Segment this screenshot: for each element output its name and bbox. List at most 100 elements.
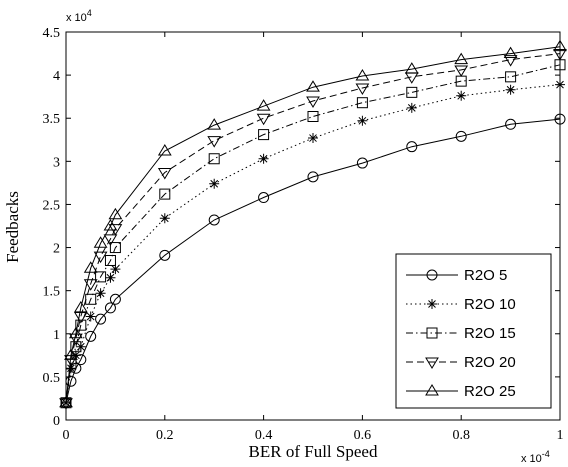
legend-box (395, 253, 552, 409)
data-point (68, 326, 83, 339)
data-point (555, 79, 565, 90)
series-line (65, 53, 561, 403)
data-point (95, 313, 107, 325)
data-point (60, 397, 72, 409)
data-point (308, 133, 318, 144)
data-point (85, 311, 96, 322)
data-point (306, 80, 320, 92)
series-line (65, 64, 561, 403)
data-point (104, 254, 116, 266)
data-point (355, 83, 370, 96)
data-point (307, 171, 319, 183)
y-tick-label: 3.5 (43, 112, 61, 127)
data-point (157, 144, 172, 156)
data-point (73, 300, 88, 313)
y-tick-label: 2 (53, 242, 60, 257)
legend-marker (425, 384, 439, 396)
data-point (258, 153, 269, 164)
data-point (503, 55, 518, 67)
y-tick-label: 0.5 (43, 371, 61, 386)
y-tick-label: 4.5 (43, 26, 61, 41)
x-tick-label: 0.2 (156, 428, 174, 443)
series-line (65, 46, 561, 403)
data-point (208, 214, 220, 226)
series-1 (60, 113, 566, 409)
legend-label: R2O 20 (464, 354, 516, 371)
axis-ticks: 0 0.2 0.4 0.6 0.8 1 0 0.5 1 1.5 2 2.5 3 3.5 4 4.5 (43, 26, 564, 443)
data-point (356, 157, 368, 169)
data-point (406, 102, 417, 113)
data-point (208, 153, 220, 165)
data-point (258, 129, 270, 141)
y-axis-label: Feedbacks (3, 191, 22, 263)
data-point (65, 363, 76, 374)
data-point (357, 115, 368, 126)
legend-entry: R2O 20 (406, 354, 516, 371)
y-tick-label: 1.5 (43, 285, 61, 300)
data-point (505, 71, 517, 83)
data-point (159, 249, 171, 261)
data-point (95, 271, 107, 283)
series-line (65, 118, 561, 403)
legend-entry: R2O 5 (406, 267, 507, 284)
x-tick-label: 0 (63, 428, 70, 443)
legend-marker (426, 269, 438, 281)
legend-marker (425, 357, 439, 369)
legend-entry: R2O 15 (406, 325, 516, 342)
y-tick-label: 1 (53, 328, 60, 343)
data-point (109, 293, 121, 305)
data-point (105, 272, 116, 283)
data-point (454, 65, 469, 77)
legend-entry: R2O 25 (406, 383, 516, 400)
data-point (70, 341, 82, 353)
data-point (109, 242, 121, 254)
legend: R2O 5 R2O 10 R2O 15 R2O 20 R2O 25 (395, 253, 552, 409)
data-point (456, 90, 467, 101)
x-tick-label: 0.4 (255, 428, 273, 443)
data-point (93, 251, 108, 264)
data-point (103, 219, 118, 231)
legend-label: R2O 25 (464, 383, 516, 400)
x-tick-label: 0.8 (452, 428, 470, 443)
x-exponent-label: x 10-4 (521, 449, 550, 465)
data-point (59, 395, 73, 408)
data-point (209, 178, 220, 189)
legend-label: R2O 15 (464, 325, 516, 342)
series-5 (59, 39, 567, 408)
data-point (159, 188, 171, 200)
data-point (207, 118, 222, 130)
data-point (95, 288, 106, 299)
series-4 (59, 49, 567, 410)
data-point (73, 312, 88, 324)
data-point (85, 330, 97, 342)
legend-entry: R2O 10 (406, 296, 516, 313)
data-point (454, 52, 469, 65)
legend-label: R2O 5 (464, 267, 507, 284)
data-point (406, 141, 418, 153)
legend-label: R2O 10 (464, 296, 516, 313)
data-point (455, 130, 467, 142)
y-tick-label: 2.5 (43, 198, 61, 213)
data-point (207, 136, 222, 148)
data-point (553, 39, 567, 52)
data-point (258, 192, 270, 204)
data-point (64, 348, 78, 360)
data-point (103, 234, 118, 246)
data-point (65, 375, 77, 387)
data-point (256, 113, 271, 126)
series-3 (60, 59, 566, 409)
legend-marker (427, 299, 437, 309)
y-tick-label: 3 (53, 155, 60, 170)
x-tick-label: 0.6 (354, 428, 372, 443)
data-point (256, 99, 271, 111)
y-tick-label: 0 (53, 414, 60, 429)
legend-marker (426, 327, 438, 339)
data-point (108, 207, 123, 220)
data-point (554, 113, 566, 125)
data-point (505, 84, 516, 95)
data-point (306, 96, 320, 108)
data-point (505, 118, 517, 130)
data-point (356, 97, 368, 109)
data-point (553, 49, 567, 61)
